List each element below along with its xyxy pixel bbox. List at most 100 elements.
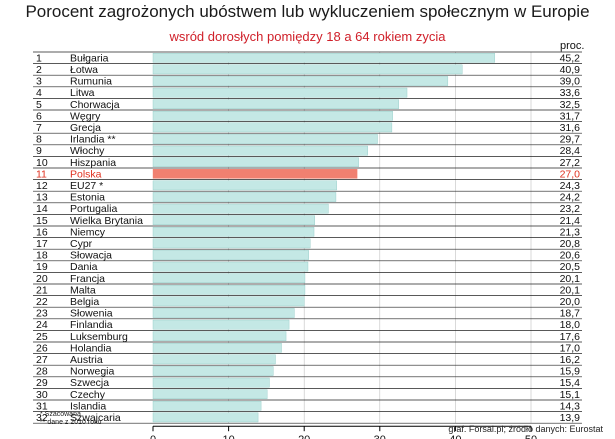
rank-label: 25 — [36, 331, 48, 343]
value-label: 28,4 — [560, 145, 581, 157]
rank-label: 9 — [36, 145, 42, 157]
rank-label: 15 — [36, 215, 48, 227]
value-label: 31,7 — [560, 110, 581, 122]
value-label: 39,0 — [560, 76, 581, 88]
rank-label: 19 — [36, 261, 48, 273]
bar — [152, 343, 282, 353]
category-label: Rumunia — [70, 76, 112, 88]
bar — [152, 53, 495, 63]
bar — [152, 401, 262, 411]
bar — [152, 285, 306, 295]
value-label: 31,6 — [560, 122, 581, 134]
category-label: Islandia — [70, 400, 106, 412]
x-tick-label: 10 — [222, 434, 234, 439]
footnotes: * Szacowana ** dane z 2010 roku — [40, 411, 102, 427]
category-label: Szwajcaria — [70, 412, 121, 424]
category-label: Norwegia — [70, 366, 115, 378]
bar — [152, 308, 295, 318]
bar — [152, 366, 274, 376]
category-label: Malta — [70, 284, 96, 296]
value-label: 20,8 — [560, 238, 581, 250]
value-label: 14,3 — [560, 400, 581, 412]
rank-label: 22 — [36, 296, 48, 308]
rank-label: 26 — [36, 342, 48, 354]
category-label: Cypr — [70, 238, 93, 250]
category-label: Słowenia — [70, 308, 113, 320]
footnote-2010-data: ** dane z 2010 roku — [40, 419, 102, 426]
rank-label: 12 — [36, 180, 48, 192]
rank-label: 11 — [36, 168, 47, 180]
bar — [152, 192, 337, 202]
bar — [152, 377, 270, 388]
value-label: 27,0 — [560, 168, 581, 180]
rank-label: 20 — [36, 273, 48, 285]
bar-highlight — [152, 168, 358, 179]
category-label: Dania — [70, 261, 98, 273]
rank-label: 16 — [36, 226, 48, 238]
category-label: Włochy — [70, 145, 105, 157]
bar — [152, 296, 305, 307]
category-label: Węgry — [70, 110, 101, 122]
value-label: 16,2 — [560, 354, 581, 366]
value-label: 23,2 — [560, 203, 581, 215]
bar — [152, 64, 463, 75]
rank-label: 30 — [36, 389, 48, 401]
category-label: Grecja — [70, 122, 101, 134]
rank-label: 13 — [36, 192, 48, 204]
bar — [152, 331, 287, 342]
bar — [152, 180, 337, 191]
category-label: Litwa — [70, 87, 95, 99]
bar — [152, 250, 309, 260]
bar — [152, 389, 268, 400]
category-label: Luksemburg — [70, 331, 128, 343]
x-tick-label: 0 — [150, 434, 156, 439]
value-label: 15,9 — [560, 366, 581, 378]
value-label: 15,1 — [560, 389, 581, 401]
value-label: 21,3 — [560, 226, 581, 238]
bar — [152, 110, 393, 121]
category-label: Słowacja — [70, 250, 112, 262]
value-label: 13,9 — [560, 412, 581, 424]
value-label: 24,2 — [560, 192, 581, 204]
value-label: 32,5 — [560, 99, 581, 111]
value-label: 17,0 — [560, 342, 581, 354]
value-label: 15,4 — [560, 377, 581, 389]
bar — [152, 226, 315, 237]
rank-label: 2 — [36, 64, 42, 76]
rank-label: 32 — [36, 412, 48, 424]
category-label: Czechy — [70, 389, 106, 401]
source-credit: graf. Forsal.pl; źródło danych: Eurostat — [448, 424, 603, 434]
x-tick-label: 20 — [298, 434, 310, 439]
value-label: 27,2 — [560, 157, 581, 169]
rank-label: 8 — [36, 134, 42, 146]
category-label: Belgia — [70, 296, 99, 308]
value-label: 17,6 — [560, 331, 581, 343]
bar — [152, 134, 378, 144]
value-label: 33,6 — [560, 87, 581, 99]
x-tick-label: 40 — [449, 434, 461, 439]
category-label: Irlandia ** — [70, 134, 116, 146]
category-label: Portugalia — [70, 203, 117, 215]
category-label: Szwecja — [70, 377, 109, 389]
category-label: Francja — [70, 273, 105, 285]
bar — [152, 261, 309, 272]
bar — [152, 215, 315, 226]
rank-label: 14 — [36, 203, 48, 215]
bar — [152, 87, 408, 98]
category-label: Niemcy — [70, 226, 106, 238]
chart-subtitle: wsród dorosłych pomiędzy 18 a 64 rokiem … — [169, 29, 446, 44]
value-label: 21,4 — [560, 215, 581, 227]
rank-label: 5 — [36, 99, 42, 111]
bar — [152, 238, 311, 249]
unit-label: proc. — [560, 40, 585, 52]
value-label: 18,0 — [560, 319, 581, 331]
rank-label: 1 — [36, 52, 42, 64]
rank-label: 27 — [36, 354, 48, 366]
rank-label: 6 — [36, 110, 42, 122]
bar — [152, 273, 306, 284]
rank-label: 21 — [36, 284, 48, 296]
category-label: Finlandia — [70, 319, 113, 331]
rank-label: 7 — [36, 122, 42, 134]
category-label: Polska — [70, 168, 102, 180]
